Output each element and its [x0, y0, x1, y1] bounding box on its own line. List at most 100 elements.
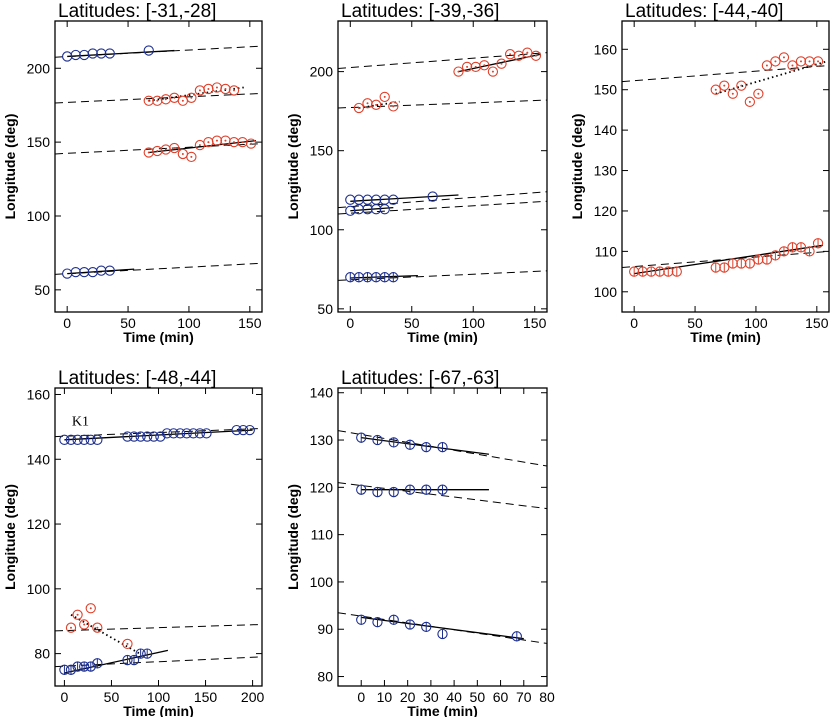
data-point-center [83, 623, 86, 626]
data-point [379, 204, 390, 215]
series-track-2 [338, 91, 547, 114]
data-point-center [190, 96, 193, 99]
y-tick-label: 100 [310, 574, 334, 590]
plot-area [622, 52, 829, 277]
plot-title: Latitudes: [-44,-40] [625, 1, 783, 22]
data-point [427, 191, 438, 202]
y-tick-label: 140 [594, 122, 618, 138]
y-tick-label: 150 [27, 134, 51, 150]
y-tick-label: 100 [594, 284, 618, 300]
data-point-center [357, 106, 360, 109]
plot-panel-2: Latitudes: [-39,-36] 0 50 100 150 50 100 150 200… [285, 1, 548, 345]
series-track-3 [338, 612, 547, 644]
data-point [148, 431, 159, 442]
data-point [244, 424, 255, 436]
x-axis-label: Time (min) [407, 329, 478, 345]
trend-line [55, 92, 262, 104]
y-tick-label: 160 [27, 386, 51, 402]
plot-panel-5: Latitudes: [-67,-63] 0 10 20 30 40 50 60 70 80 80 9… [285, 368, 555, 717]
data-point [753, 88, 764, 99]
data-point [744, 96, 756, 107]
data-point-center [76, 613, 79, 616]
data-point [96, 265, 107, 276]
data-point-center [457, 70, 460, 73]
data-point [96, 48, 107, 59]
x-tick-label: 30 [423, 689, 439, 705]
series-track-1 [338, 47, 547, 77]
x-tick-label: 0 [630, 315, 638, 331]
data-point-center [509, 53, 512, 56]
data-point-center [491, 70, 494, 73]
y-axis-label: Longitude (deg) [2, 484, 18, 590]
fit-line [715, 60, 827, 95]
x-tick-label: 50 [120, 315, 136, 331]
data-point [211, 135, 223, 146]
plot-title: Latitudes: [-67,-63] [341, 368, 499, 389]
y-tick-label: 160 [594, 41, 618, 57]
data-point-center [748, 100, 751, 103]
data-point-center [198, 89, 201, 92]
data-point-center [534, 54, 537, 57]
data-point [155, 431, 166, 442]
x-tick-label: 50 [687, 315, 703, 331]
series-track-1 [55, 424, 262, 445]
y-tick-label: 140 [310, 385, 334, 401]
data-point [70, 266, 81, 278]
data-point [388, 101, 399, 112]
data-point [169, 142, 180, 154]
data-point [379, 91, 390, 103]
plot-area [55, 45, 262, 279]
y-axis-label: Longitude (deg) [569, 114, 585, 220]
data-point [761, 60, 773, 71]
data-point [161, 428, 173, 439]
plot-title: Latitudes: [-31,-28] [58, 1, 216, 22]
data-point-center [173, 147, 176, 150]
series-track-4 [55, 262, 262, 279]
data-point-center [517, 54, 520, 57]
data-point-center [126, 642, 129, 645]
data-point [530, 50, 542, 61]
data-point [85, 603, 96, 614]
data-point [719, 80, 730, 91]
data-point [186, 92, 197, 103]
data-point-center [808, 60, 811, 63]
trend-line [622, 64, 829, 83]
data-point [79, 434, 90, 445]
x-tick-label: 150 [194, 689, 218, 705]
data-point-center [232, 89, 235, 92]
data-point [370, 204, 382, 215]
y-tick-label: 120 [594, 203, 618, 219]
data-point [228, 85, 240, 96]
x-axis-label: Time (min) [123, 703, 194, 717]
data-point-center [181, 152, 184, 155]
data-point [104, 48, 115, 59]
data-point [778, 52, 790, 63]
data-point [59, 434, 70, 445]
data-point [135, 431, 146, 442]
data-point [812, 56, 824, 67]
trend-line [55, 45, 262, 58]
data-point [104, 265, 115, 276]
y-tick-label: 200 [27, 60, 51, 76]
plot-frame [54, 20, 263, 313]
y-tick-label: 100 [27, 208, 51, 224]
x-tick-label: 100 [147, 689, 171, 705]
data-point [65, 434, 77, 445]
data-point-center [817, 60, 820, 63]
plot-frame [621, 20, 830, 313]
data-point [79, 266, 90, 278]
data-point-center [173, 96, 176, 99]
trend-line [338, 52, 547, 69]
trend-line [55, 262, 262, 275]
series-track-2 [55, 82, 262, 106]
data-point-center [198, 144, 201, 147]
data-point [194, 428, 206, 439]
y-axis-label: Longitude (deg) [2, 114, 18, 220]
x-tick-label: 60 [493, 689, 509, 705]
trend-line [338, 270, 547, 281]
annotation-label: K1 [72, 414, 89, 429]
plot-area [338, 430, 547, 644]
trend-line [55, 656, 262, 668]
series-track-2 [55, 603, 262, 655]
data-point [479, 60, 490, 71]
